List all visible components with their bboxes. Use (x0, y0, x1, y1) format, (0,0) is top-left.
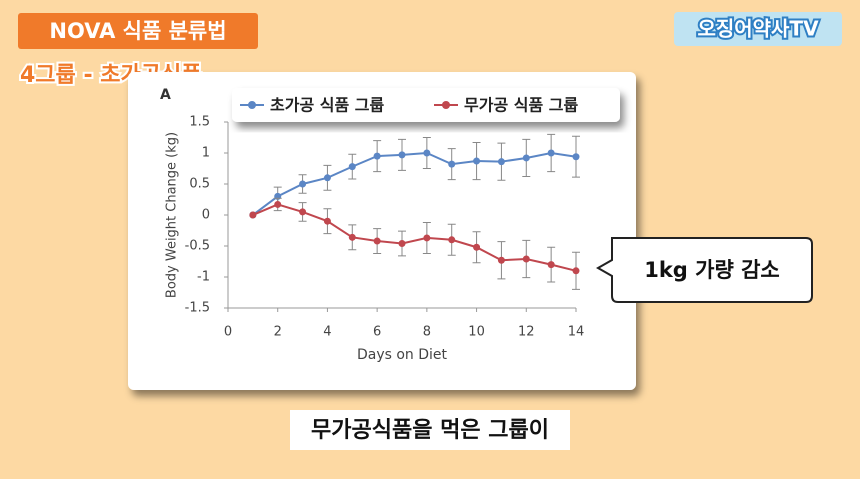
caption: 무가공식품을 먹은 그룹이 (311, 418, 549, 443)
x-tick-label: 6 (373, 325, 381, 340)
x-tick-label: 0 (224, 325, 232, 340)
data-point (473, 243, 481, 251)
y-tick-label: 0.5 (189, 177, 210, 192)
data-point (448, 236, 456, 244)
data-point (547, 261, 555, 269)
series-line (252, 203, 577, 272)
x-tick-label: 14 (568, 325, 585, 340)
data-point (572, 153, 580, 161)
data-point (448, 160, 456, 168)
y-tick-label: 1.5 (189, 115, 210, 130)
y-tick-label: -1 (197, 270, 210, 285)
y-tick-label: -1.5 (185, 301, 210, 316)
data-point (423, 149, 431, 157)
data-point (547, 149, 555, 157)
legend-marker (248, 101, 256, 109)
data-point (323, 174, 331, 182)
badge: NOVA 식품 분류법 (49, 19, 226, 43)
channel: 오징어약사TV (697, 17, 819, 41)
data-point (398, 151, 406, 159)
legend-box (232, 88, 620, 122)
data-point (274, 200, 282, 208)
y-tick-label: -0.5 (185, 239, 210, 254)
y-tick-label: 0 (202, 208, 210, 223)
data-point (398, 240, 406, 248)
data-point (522, 154, 530, 162)
channel-bg (674, 12, 842, 46)
legend-label: 무가공 식품 그룹 (464, 96, 578, 115)
panel-label: A (160, 87, 171, 103)
callout (595, 237, 813, 303)
y-tick-label: 1 (202, 146, 210, 161)
data-point (572, 267, 580, 275)
chart-card (128, 72, 636, 390)
x-tick-label: 10 (468, 325, 485, 340)
data-point (522, 255, 530, 263)
caption-bg (290, 410, 570, 450)
y-axis-label: Body Weight Change (kg) (165, 132, 180, 298)
data-point (373, 152, 381, 160)
data-point (423, 234, 431, 242)
x-tick-label: 8 (423, 325, 431, 340)
data-point (348, 233, 356, 241)
data-point (299, 208, 307, 216)
data-point (497, 158, 505, 166)
legend-label: 초가공 식품 그룹 (270, 96, 384, 115)
x-tick-label: 2 (274, 325, 282, 340)
legend-marker (442, 101, 450, 109)
data-point (348, 163, 356, 171)
badge-bg (18, 13, 258, 49)
x-axis-label: Days on Diet (357, 347, 448, 363)
data-point (299, 180, 307, 188)
data-point (249, 211, 257, 219)
data-point (473, 157, 481, 165)
x-tick-label: 4 (323, 325, 331, 340)
data-point (497, 256, 505, 264)
data-point (323, 217, 331, 225)
x-tick-label: 12 (518, 325, 535, 340)
annotation: 1kg 가량 감소 (644, 258, 780, 282)
series-line (252, 151, 577, 216)
data-point (373, 237, 381, 245)
